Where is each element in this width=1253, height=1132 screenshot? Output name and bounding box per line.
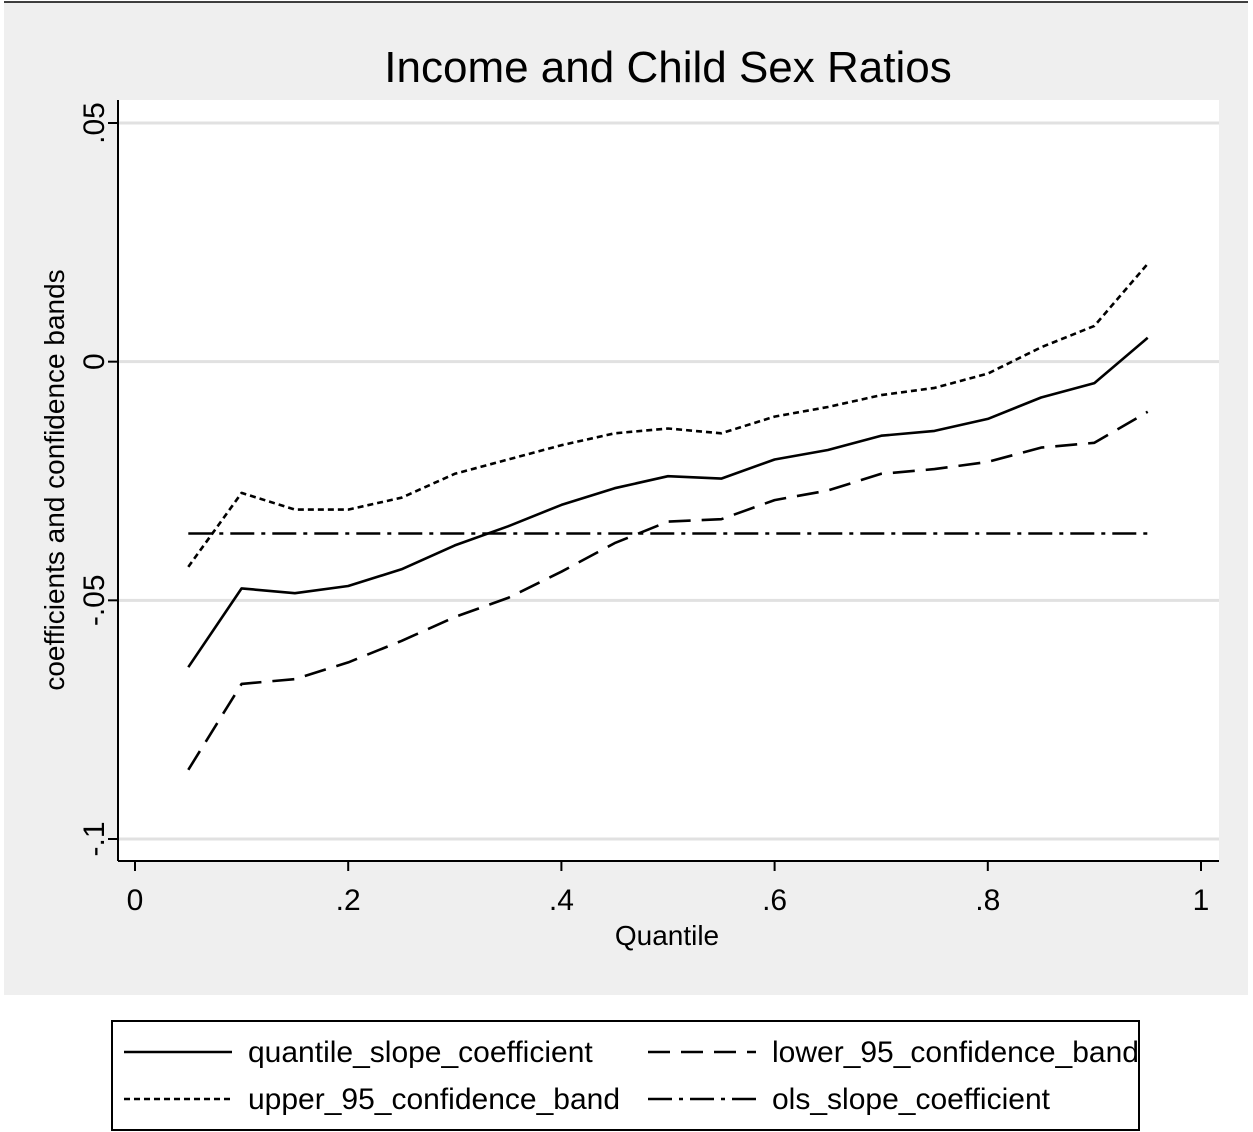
plot-area: [118, 100, 1219, 861]
series-line-quantile-slope-coefficient: [187, 336, 1149, 668]
y-tick-label: .05: [78, 102, 111, 144]
legend-label-upper-95-confidence-band: upper_95_confidence_band: [248, 1083, 620, 1116]
x-tick-label: .8: [975, 884, 1000, 917]
y-tick-label: -.1: [78, 821, 111, 856]
x-tick-label: 1: [1193, 884, 1210, 917]
legend-label-lower-95-confidence-band: lower_95_confidence_band: [772, 1036, 1139, 1069]
grid-lines: [119, 121, 1219, 841]
x-tick-label: .2: [336, 884, 361, 917]
series-line-lower-95-confidence-band: [187, 410, 1149, 771]
legend-box: [111, 1020, 1140, 1131]
y-axis-title: coefficients and confidence bands: [39, 269, 70, 690]
chart-title: Income and Child Sex Ratios: [384, 43, 951, 92]
x-tick-label: .6: [762, 884, 787, 917]
y-tick-label: 0: [78, 353, 111, 370]
legend-label-ols-slope-coefficient: ols_slope_coefficient: [772, 1083, 1051, 1116]
series-line-upper-95-confidence-band: [187, 262, 1149, 568]
x-tick-label: 0: [127, 884, 144, 917]
legend-label-quantile-slope-coefficient: quantile_slope_coefficient: [248, 1036, 593, 1069]
x-tick-label: .4: [549, 884, 574, 917]
y-tick-label: -.05: [78, 574, 111, 626]
axes: -.1 -.05 0 .05 0 .2 .4 .6 .8 1: [78, 100, 1219, 917]
series-lines: [187, 262, 1149, 771]
x-axis-title: Quantile: [615, 920, 719, 951]
legend: quantile_slope_coefficient lower_95_confi…: [111, 1020, 1140, 1131]
